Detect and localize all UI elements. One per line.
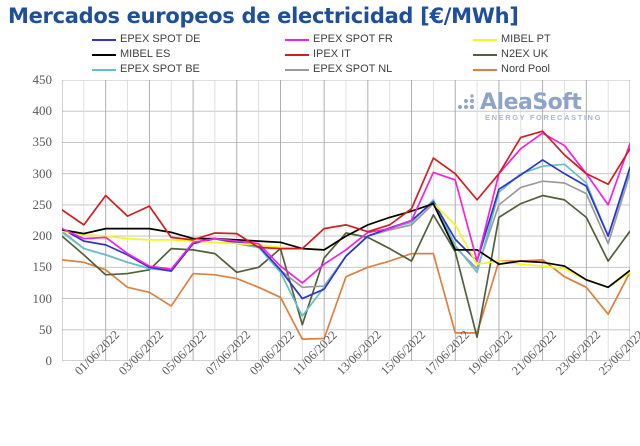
legend-item-epex-spot-de[interactable]: EPEX SPOT DE bbox=[92, 32, 285, 47]
page-title: Mercados europeos de electricidad [€/MWh… bbox=[8, 4, 519, 28]
x-axis-tick-label: 03/06/2022 bbox=[115, 327, 166, 378]
legend-label: EPEX SPOT FR bbox=[313, 33, 393, 45]
legend-swatch-icon bbox=[473, 38, 497, 41]
legend-label: IPEX IT bbox=[313, 48, 351, 60]
legend-item-epex-spot-be[interactable]: EPEX SPOT BE bbox=[92, 62, 285, 77]
legend-swatch-icon bbox=[473, 53, 497, 56]
y-axis-tick-label: 50 bbox=[39, 321, 52, 337]
legend-label: Nord Pool bbox=[501, 63, 550, 75]
y-axis-tick-label: 200 bbox=[32, 228, 53, 244]
legend-swatch-icon bbox=[473, 68, 497, 71]
series-line-mibel-es bbox=[61, 202, 631, 289]
y-axis-tick-label: 100 bbox=[32, 290, 53, 306]
series-line-ipex-it bbox=[61, 130, 631, 250]
legend-swatch-icon bbox=[92, 53, 116, 56]
y-axis-tick-label: 150 bbox=[32, 259, 53, 275]
legend-label: N2EX UK bbox=[501, 48, 549, 60]
y-axis-tick-label: 300 bbox=[32, 165, 53, 181]
legend-item-mibel-es[interactable]: MIBEL ES bbox=[92, 47, 285, 62]
legend-label: MIBEL ES bbox=[120, 48, 171, 60]
legend-swatch-icon bbox=[285, 38, 309, 41]
plot-area: AleaSoft ENERGY FORECASTING bbox=[61, 79, 631, 362]
x-axis-tick-label: 07/06/2022 bbox=[203, 327, 254, 378]
x-axis-tick-label: 17/06/2022 bbox=[421, 327, 472, 378]
y-axis-tick-label: 450 bbox=[32, 72, 53, 87]
x-axis-tick-label: 19/06/2022 bbox=[465, 327, 516, 378]
x-axis-tick-label: 13/06/2022 bbox=[334, 327, 385, 378]
x-axis-tick-label: 25/06/2022 bbox=[596, 327, 640, 378]
x-axis-tick-label: 21/06/2022 bbox=[508, 327, 560, 378]
x-axis: 01/06/2022 03/06/2022 05/06/2022 07/06/2022… bbox=[0, 327, 640, 446]
series-line-nord-pool bbox=[61, 252, 631, 340]
y-axis-tick-label: 350 bbox=[32, 134, 53, 150]
legend-item-epex-spot-nl[interactable]: EPEX SPOT NL bbox=[285, 62, 473, 77]
legend-swatch-icon bbox=[285, 68, 309, 71]
legend-label: EPEX SPOT BE bbox=[120, 63, 200, 75]
x-axis-tick-label: 15/06/2022 bbox=[377, 327, 429, 378]
legend-label: EPEX SPOT DE bbox=[120, 33, 201, 45]
x-axis-tick-label: 05/06/2022 bbox=[159, 327, 210, 378]
y-axis-tick-label: 0 bbox=[45, 353, 53, 368]
legend-item-nord-pool[interactable]: Nord Pool bbox=[473, 62, 633, 77]
legend-swatch-icon bbox=[92, 38, 116, 41]
series-line-epex-spot-de bbox=[61, 159, 631, 300]
plot-wrapper: 450 400 350 300 250 200 150 100 50 0 AleaSoft ENE… bbox=[0, 70, 640, 370]
legend-label: EPEX SPOT NL bbox=[313, 63, 393, 75]
x-axis-tick-label: 11/06/2022 bbox=[290, 328, 341, 378]
legend-swatch-icon bbox=[285, 53, 309, 56]
series-line-n2ex-uk bbox=[61, 194, 631, 339]
y-axis: 450 400 350 300 250 200 150 100 50 0 bbox=[0, 70, 58, 368]
legend-item-mibel-pt[interactable]: MIBEL PT bbox=[473, 32, 633, 47]
line-chart-svg bbox=[61, 79, 631, 362]
legend-label: MIBEL PT bbox=[501, 33, 551, 45]
x-axis-tick-label: 23/06/2022 bbox=[552, 327, 603, 378]
x-axis-tick-label: 01/06/2022 bbox=[72, 327, 123, 378]
legend-item-epex-spot-fr[interactable]: EPEX SPOT FR bbox=[285, 32, 473, 47]
chart-legend: EPEX SPOT DE EPEX SPOT FR MIBEL PT MIBEL ES… bbox=[92, 32, 640, 76]
y-axis-tick-label: 250 bbox=[32, 196, 53, 212]
legend-item-ipex-it[interactable]: IPEX IT bbox=[285, 47, 473, 62]
legend-swatch-icon bbox=[92, 68, 116, 71]
y-axis-tick-label: 400 bbox=[32, 103, 53, 119]
series-line-epex-spot-fr bbox=[61, 132, 631, 284]
x-axis-tick-label: 09/06/2022 bbox=[246, 327, 297, 378]
legend-item-n2ex-uk[interactable]: N2EX UK bbox=[473, 47, 633, 62]
